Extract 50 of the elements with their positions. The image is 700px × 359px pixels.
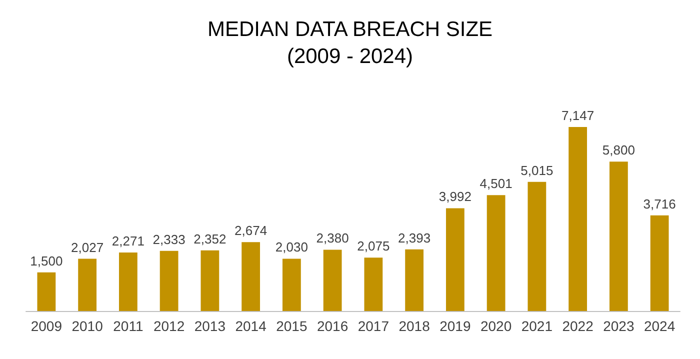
x-tick-label: 2012 bbox=[153, 318, 185, 334]
data-label: 2,075 bbox=[357, 238, 390, 254]
x-tick-label: 2018 bbox=[398, 318, 430, 334]
bar bbox=[160, 250, 178, 311]
data-label: 7,147 bbox=[562, 108, 594, 123]
x-tick-label: 2016 bbox=[316, 318, 348, 334]
data-label: 5,015 bbox=[520, 162, 554, 178]
chart-title: MEDIAN DATA BREACH SIZE bbox=[207, 18, 493, 41]
x-tick-label: 2014 bbox=[235, 318, 267, 334]
data-label: 4,501 bbox=[480, 176, 512, 192]
bar bbox=[486, 195, 506, 311]
data-label: 2,027 bbox=[71, 240, 104, 255]
data-label: 5,800 bbox=[602, 142, 635, 158]
bar bbox=[650, 215, 669, 311]
bar bbox=[528, 182, 546, 311]
bar bbox=[78, 258, 97, 311]
x-tick-label: 2010 bbox=[72, 318, 104, 334]
chart-subtitle: (2009 - 2024) bbox=[286, 45, 414, 68]
bar bbox=[405, 249, 424, 311]
bar bbox=[118, 252, 138, 311]
x-tick-label: 2019 bbox=[440, 318, 471, 334]
x-tick-label: 2021 bbox=[521, 318, 553, 334]
x-tick-label: 2009 bbox=[30, 318, 62, 334]
x-tick-label: 2024 bbox=[644, 318, 676, 334]
bar bbox=[446, 208, 464, 311]
bar bbox=[200, 250, 220, 311]
data-label: 2,352 bbox=[194, 231, 226, 246]
bar bbox=[282, 258, 301, 311]
data-label: 2,333 bbox=[152, 232, 186, 247]
x-tick-label: 2015 bbox=[276, 318, 308, 334]
bar bbox=[242, 242, 260, 311]
x-tick-label: 2017 bbox=[358, 318, 390, 334]
bar bbox=[364, 258, 383, 311]
data-label: 3,716 bbox=[643, 196, 676, 212]
data-label: 2,393 bbox=[398, 230, 431, 246]
data-label: 2,674 bbox=[234, 223, 268, 238]
bar bbox=[568, 126, 588, 311]
data-label: 2,380 bbox=[316, 230, 349, 246]
data-label: 1,500 bbox=[30, 253, 63, 268]
data-label: 2,030 bbox=[275, 240, 308, 255]
x-tick-label: 2023 bbox=[603, 318, 634, 334]
data-label: 2,271 bbox=[112, 234, 144, 249]
bar bbox=[609, 162, 628, 311]
bar bbox=[37, 272, 56, 311]
data-label: 3,992 bbox=[438, 189, 472, 204]
x-tick-label: 2022 bbox=[562, 318, 594, 334]
x-tick-label: 2011 bbox=[113, 318, 144, 334]
x-tick-label: 2020 bbox=[480, 318, 512, 334]
bar bbox=[323, 250, 342, 311]
x-tick-label: 2013 bbox=[194, 318, 226, 334]
